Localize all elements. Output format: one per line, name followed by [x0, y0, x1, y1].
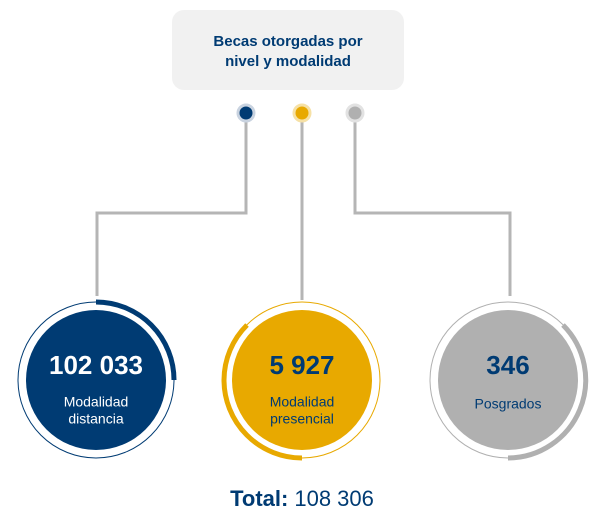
ring-arc: [507, 323, 589, 461]
node-label: Modalidad: [270, 394, 335, 410]
connector: [95, 120, 248, 296]
node-value: 346: [486, 350, 529, 380]
node-circle: [232, 310, 372, 450]
title-box: [172, 10, 404, 90]
ring-arc: [95, 299, 177, 381]
dot: [292, 103, 312, 123]
node-circle: [438, 310, 578, 450]
connector: [353, 120, 512, 296]
total: Total: 108 306: [230, 486, 374, 511]
node-label: distancia: [68, 411, 123, 427]
node-label: Posgrados: [475, 396, 542, 412]
node-circle: [26, 310, 166, 450]
node-value: 102 033: [49, 350, 143, 380]
node-label: presencial: [270, 411, 334, 427]
dot: [345, 103, 365, 123]
dot: [236, 103, 256, 123]
ring-arc: [221, 323, 303, 461]
title-line: Becas otorgadas por: [213, 33, 362, 50]
total-value: 108 306: [294, 486, 374, 511]
node-label: Modalidad: [64, 394, 129, 410]
total-label: Total:: [230, 486, 288, 511]
node-value: 5 927: [269, 350, 334, 380]
title-line: nivel y modalidad: [225, 53, 351, 70]
connectors: [95, 120, 512, 300]
